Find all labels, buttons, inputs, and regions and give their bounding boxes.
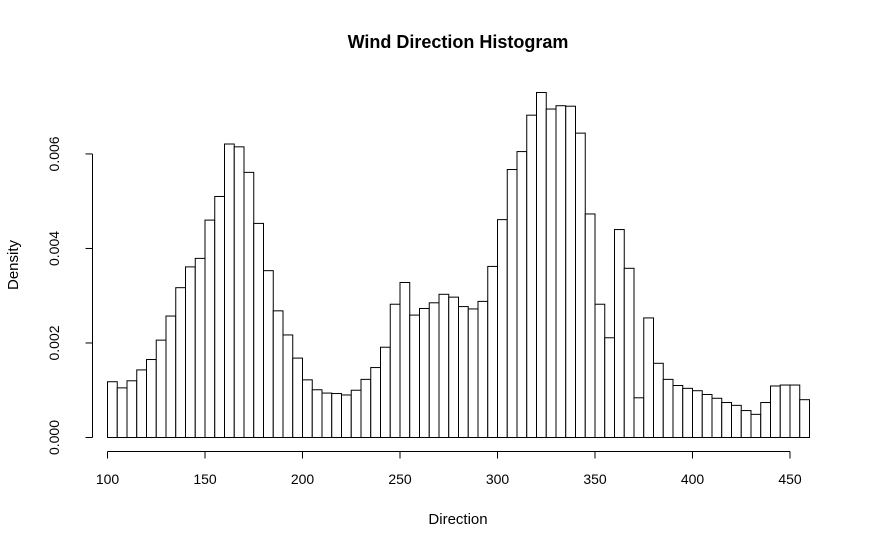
histogram-bar	[419, 307, 430, 439]
histogram-bar	[633, 397, 645, 438]
histogram-bar	[682, 387, 693, 439]
x-tick-label: 100	[96, 471, 120, 487]
y-axis: 0.000 0.002 0.004 0.006	[46, 136, 93, 455]
x-axis: 100 150 200 250 300 350 400 450	[96, 451, 802, 487]
histogram-bar	[477, 300, 489, 439]
histogram-bar	[506, 169, 518, 438]
histogram-bar	[623, 267, 635, 438]
histogram-bar	[409, 314, 420, 439]
x-tick-label: 300	[486, 471, 510, 487]
histogram-bar	[467, 308, 479, 439]
histogram-bar	[740, 410, 752, 438]
histogram-bar	[341, 394, 352, 438]
histogram-bar	[321, 392, 333, 438]
histogram-bar	[253, 222, 264, 438]
histogram-bar	[350, 389, 362, 438]
x-tick-label: 350	[583, 471, 607, 487]
histogram-bar	[126, 380, 138, 439]
histogram-bar	[497, 219, 508, 438]
histogram-bar	[692, 390, 703, 438]
histogram-bar	[770, 385, 781, 438]
histogram-bar	[526, 114, 537, 439]
y-tick-label: 0.006	[46, 136, 62, 171]
histogram-bar	[750, 413, 762, 438]
histogram-bar	[779, 384, 791, 439]
histogram-bar	[224, 143, 235, 438]
histogram-bar	[438, 293, 450, 438]
histogram-bar	[155, 339, 167, 439]
histogram-bar	[458, 306, 469, 438]
histogram-bar	[672, 385, 684, 439]
histogram-bar	[136, 369, 147, 439]
x-axis-label: Direction	[428, 511, 487, 528]
histogram-bar	[331, 393, 342, 438]
histogram-bar	[662, 378, 674, 438]
histogram-bar	[302, 379, 313, 438]
histogram-bar	[146, 359, 157, 438]
histogram-bar	[643, 317, 654, 438]
histogram-bar	[185, 266, 196, 439]
histogram-bar	[799, 399, 810, 439]
x-tick-label: 150	[193, 471, 217, 487]
x-tick-label: 250	[388, 471, 412, 487]
histogram-bar	[175, 287, 186, 438]
histogram-bar	[594, 303, 606, 439]
histogram-bar	[116, 387, 128, 439]
histogram-bar	[389, 303, 401, 439]
histogram-bar	[555, 105, 567, 438]
histogram-bar	[428, 302, 440, 438]
histogram-bar	[282, 334, 294, 439]
histogram-bar	[760, 402, 771, 438]
bars-group	[107, 92, 810, 439]
histogram-bar	[604, 337, 615, 438]
histogram-bar	[516, 151, 528, 439]
histogram-bar	[243, 171, 255, 438]
histogram-bar	[653, 362, 664, 438]
histogram-bar	[701, 393, 713, 438]
y-tick-label: 0.000	[46, 420, 62, 455]
chart-title: Wind Direction Histogram	[348, 32, 569, 52]
histogram-bar	[536, 92, 547, 438]
y-tick-label: 0.002	[46, 325, 62, 360]
histogram-bar	[711, 397, 723, 438]
histogram-bar	[731, 404, 742, 438]
histogram-bar	[448, 296, 459, 439]
histogram-bar	[370, 367, 381, 438]
histogram-bar	[565, 105, 576, 439]
histogram-bar	[311, 389, 323, 438]
histogram-bar	[721, 402, 732, 438]
histogram-bar	[272, 310, 284, 438]
histogram-bar	[107, 381, 118, 439]
y-tick-label: 0.004	[46, 231, 62, 266]
histogram-bar	[575, 132, 586, 438]
y-axis-label: Density	[5, 239, 22, 290]
histogram-bar	[204, 219, 216, 438]
histogram-bar	[584, 213, 596, 438]
histogram-bar	[360, 378, 372, 438]
histogram-bar	[292, 357, 303, 439]
histogram-bar	[165, 315, 177, 439]
histogram-bar	[194, 257, 206, 438]
histogram-bar	[233, 146, 245, 438]
histogram-bar	[263, 270, 274, 439]
histogram-bar	[380, 346, 391, 439]
x-tick-label: 400	[681, 471, 705, 487]
histogram-bar	[399, 281, 411, 438]
histogram-bar	[545, 108, 557, 438]
histogram-bar	[487, 265, 498, 439]
x-tick-label: 200	[291, 471, 315, 487]
histogram-bar	[214, 195, 225, 438]
x-tick-label: 450	[778, 471, 802, 487]
histogram-bar	[789, 384, 801, 439]
histogram-bar	[614, 229, 625, 438]
